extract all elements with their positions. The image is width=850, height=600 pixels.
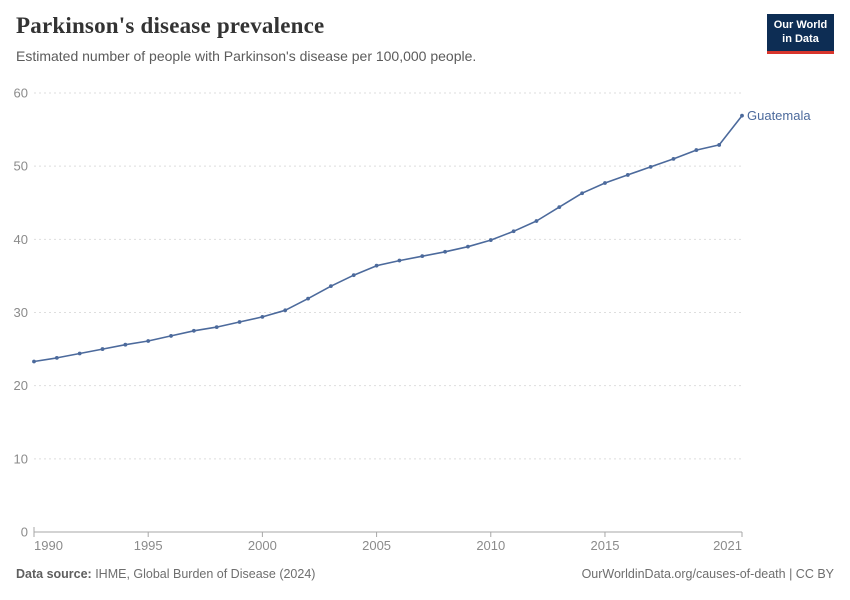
y-tick-label: 50 [14, 159, 28, 174]
data-point[interactable] [260, 314, 265, 319]
y-tick-label: 0 [21, 525, 28, 540]
data-point[interactable] [306, 296, 310, 301]
data-point[interactable] [214, 325, 219, 330]
credit-link[interactable]: OurWorldinData.org/causes-of-death | CC … [581, 567, 834, 581]
series-end-label[interactable]: Guatemala [747, 108, 811, 123]
x-tick-label: 2010 [476, 538, 505, 553]
y-gridlines [33, 92, 742, 533]
y-tick-label: 30 [14, 305, 28, 320]
x-tick-label: 2015 [591, 538, 620, 553]
y-tick-label: 10 [14, 451, 28, 466]
data-point[interactable] [557, 205, 562, 210]
chart-header: Parkinson's disease prevalence Estimated… [16, 12, 834, 64]
data-point[interactable] [351, 273, 356, 278]
data-point[interactable] [511, 229, 516, 234]
x-tick-label: 2000 [248, 538, 277, 553]
data-point[interactable] [420, 254, 425, 259]
y-axis: 0 10 20 30 40 50 60 [14, 86, 28, 540]
chart-footer: Data source: IHME, Global Burden of Dise… [16, 567, 834, 581]
data-point[interactable] [534, 219, 539, 223]
data-point[interactable] [283, 308, 288, 313]
data-source-value: IHME, Global Burden of Disease (2024) [91, 567, 316, 581]
data-point[interactable] [603, 181, 607, 185]
data-source-label: Data source: [16, 567, 92, 581]
data-point[interactable] [488, 238, 493, 242]
data-point[interactable] [146, 339, 151, 343]
data-point[interactable] [237, 320, 242, 324]
data-point[interactable] [54, 355, 59, 360]
data-point[interactable] [717, 143, 722, 147]
data-point[interactable] [694, 148, 699, 152]
data-point[interactable] [580, 191, 585, 196]
owid-logo-line1: Our World [773, 19, 828, 31]
chart-subtitle: Estimated number of people with Parkinso… [16, 47, 477, 64]
data-source-note: Data source: IHME, Global Burden of Dise… [16, 567, 315, 581]
page-title: Parkinson's disease prevalence [16, 13, 325, 38]
data-point[interactable] [100, 347, 105, 351]
data-point[interactable] [169, 334, 173, 338]
x-tick-label: 1995 [134, 538, 163, 553]
data-point[interactable] [466, 244, 470, 249]
data-point[interactable] [397, 258, 402, 263]
data-point[interactable] [32, 359, 36, 364]
data-point[interactable] [443, 249, 447, 254]
data-point[interactable] [374, 263, 379, 268]
data-point[interactable] [191, 328, 196, 333]
x-tick-label: 1990 [34, 538, 63, 553]
data-point[interactable] [123, 342, 128, 347]
data-point[interactable] [77, 351, 82, 356]
y-tick-label: 40 [14, 232, 28, 247]
x-tick-label: 2021 [713, 538, 742, 553]
data-point[interactable] [625, 173, 630, 177]
series-guatemala[interactable]: Guatemala [32, 108, 811, 364]
series-line[interactable] [33, 115, 743, 363]
y-tick-label: 60 [14, 86, 28, 101]
data-point[interactable] [329, 284, 333, 289]
data-point[interactable] [648, 164, 653, 169]
x-tick-label: 2005 [362, 538, 391, 553]
data-point[interactable] [671, 156, 676, 161]
y-tick-label: 20 [14, 378, 28, 393]
data-point[interactable] [740, 113, 744, 118]
x-axis: 1990 1995 2000 2005 2010 2015 2021 [33, 532, 743, 553]
owid-logo-line2: in Data [782, 32, 819, 45]
owid-logo[interactable]: Our World in Data [767, 14, 834, 54]
